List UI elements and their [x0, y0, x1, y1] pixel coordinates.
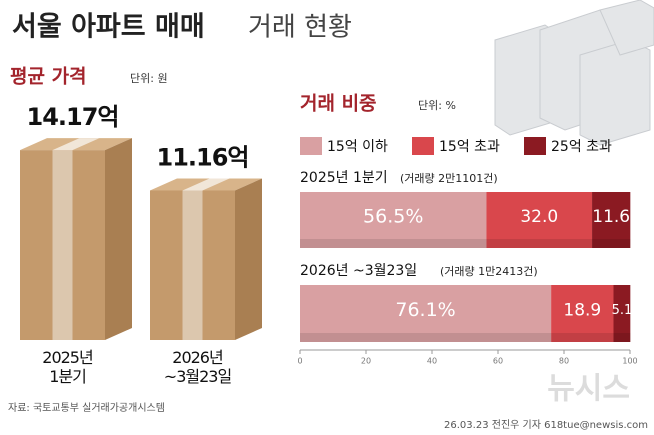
- legend-swatch: [412, 137, 434, 155]
- bar-segment: [300, 285, 552, 342]
- value-label: 14.17억: [27, 103, 119, 131]
- x-tick-label: 20: [361, 357, 371, 366]
- tape: [182, 190, 203, 340]
- value-label: 11.6: [592, 207, 630, 227]
- buildings: [494, 0, 654, 146]
- chart-title: 평균 가격: [10, 66, 87, 88]
- legend-swatch: [524, 137, 546, 155]
- tape-top: [182, 178, 230, 191]
- value-label: 76.1%: [395, 299, 455, 321]
- value-label: 18.9: [563, 301, 601, 321]
- category-label: 2025년 1분기: [42, 348, 93, 386]
- bar-segment: [486, 192, 593, 248]
- bar-shade: [300, 239, 487, 248]
- bar-segment: [551, 285, 614, 342]
- bar-shade: [613, 333, 631, 342]
- legend-label: 15억 이하: [327, 139, 388, 155]
- source: 자료: 국토교통부 실거래가공개시스템: [8, 402, 165, 414]
- box-side: [105, 138, 132, 340]
- bar-segment: [300, 192, 487, 248]
- legend-swatch: [300, 137, 322, 155]
- credit: 26.03.23 전진우 기자 618tue@newsis.com: [444, 419, 648, 431]
- tape: [52, 150, 73, 340]
- tape-top: [52, 138, 100, 151]
- chart-title: 거래 비중: [300, 93, 377, 115]
- x-tick-label: 80: [559, 357, 569, 366]
- category-label: 2026년 ~3월23일: [163, 348, 232, 386]
- box-side: [235, 178, 262, 340]
- logo: 뉴시스: [547, 372, 630, 407]
- bar-segment: [613, 285, 631, 342]
- x-tick-label: 0: [297, 357, 302, 366]
- title-bold: 서울 아파트 매매: [12, 12, 205, 43]
- bar-shade: [300, 333, 552, 342]
- legend-label: 25억 초과: [551, 139, 612, 155]
- bar-shade: [551, 333, 614, 342]
- x-tick-label: 40: [427, 357, 437, 366]
- value-label: 5.1: [612, 303, 633, 318]
- row-note: (거래량 2만1101건): [400, 172, 498, 185]
- bar-segment: [592, 192, 631, 248]
- x-tick-label: 60: [493, 357, 503, 366]
- x-tick-label: 100: [622, 357, 637, 366]
- value-label: 56.5%: [363, 206, 423, 228]
- bar-shade: [592, 239, 631, 248]
- bar-shade: [486, 239, 593, 248]
- value-label: 11.16억: [157, 143, 249, 171]
- row-label: 2025년 1분기: [300, 170, 388, 186]
- unit: 단위: 원: [130, 72, 168, 85]
- title-light: 거래 현황: [248, 13, 352, 43]
- unit: 단위: %: [418, 99, 456, 112]
- row-label: 2026년 ~3월23일: [300, 263, 417, 279]
- row-note: (거래량 1만2413건): [440, 265, 538, 278]
- legend-label: 15억 초과: [439, 139, 500, 155]
- value-label: 32.0: [520, 207, 558, 227]
